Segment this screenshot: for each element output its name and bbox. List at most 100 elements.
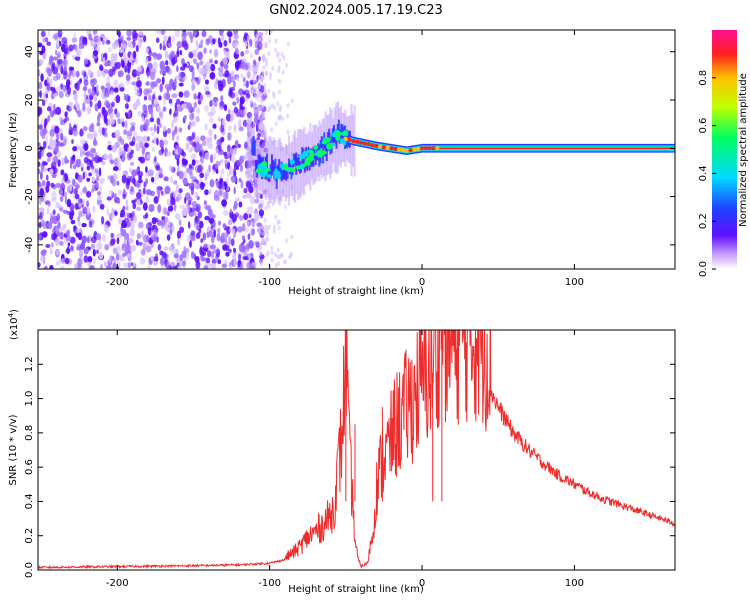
noise-speck	[176, 196, 179, 203]
noise-speck	[233, 123, 237, 133]
noise-speck	[52, 56, 58, 61]
noise-speck	[223, 40, 228, 47]
signal-core	[340, 123, 343, 138]
noise-speck	[195, 135, 200, 144]
noise-speck	[49, 141, 53, 148]
noise-speck	[128, 167, 133, 173]
noise-speck	[118, 39, 122, 48]
noise-speck	[158, 95, 162, 101]
signal-peak	[355, 139, 360, 144]
noise-speck	[159, 123, 163, 128]
y-tick-label: 0.2	[24, 528, 35, 544]
signal-blob	[326, 143, 333, 150]
noise-speck	[168, 36, 172, 42]
noise-speck	[77, 199, 81, 205]
noise-speck	[230, 175, 237, 183]
noise-speck	[89, 220, 93, 228]
noise-speck	[158, 109, 164, 115]
noise-speck	[113, 79, 119, 88]
noise-speck	[130, 238, 134, 244]
noise-speck	[83, 247, 89, 255]
signal-core	[294, 154, 296, 165]
noise-speck	[165, 261, 171, 269]
snr-line-group	[38, 330, 675, 570]
noise-speck	[72, 146, 78, 152]
noise-speck	[125, 180, 130, 190]
noise-speck	[248, 205, 254, 215]
noise-speck	[183, 115, 187, 120]
noise-speck	[274, 263, 278, 269]
signal-blob	[255, 168, 261, 174]
noise-speck	[77, 220, 81, 227]
noise-speck	[254, 208, 258, 215]
noise-speck	[38, 262, 41, 268]
noise-speck	[221, 199, 228, 207]
noise-speck	[148, 94, 152, 101]
noise-speck	[72, 164, 77, 170]
noise-speck	[252, 78, 256, 84]
noise-speck	[135, 98, 141, 107]
noise-speck	[96, 121, 101, 127]
noise-speck	[40, 30, 46, 38]
noise-speck	[70, 245, 74, 252]
noise-speck	[209, 179, 215, 188]
noise-speck	[149, 127, 154, 132]
noise-speck	[106, 196, 112, 201]
noise-speck	[232, 41, 239, 48]
noise-speck	[88, 172, 92, 177]
noise-speck	[179, 254, 184, 262]
noise-speck	[38, 42, 43, 48]
noise-speck	[83, 186, 87, 194]
signal-blob	[291, 168, 296, 173]
noise-speck	[174, 102, 178, 111]
noise-speck	[188, 121, 192, 129]
noise-speck	[277, 225, 281, 231]
y-tick-label: 1.0	[24, 391, 35, 407]
noise-speck	[105, 82, 111, 89]
noise-speck	[116, 245, 121, 255]
noise-speck	[150, 255, 154, 261]
noise-speck	[92, 248, 96, 257]
noise-speck	[95, 233, 101, 241]
noise-speck	[151, 131, 155, 137]
noise-speck	[194, 159, 200, 164]
noise-speck	[53, 109, 57, 115]
noise-speck	[68, 44, 74, 52]
noise-speck	[194, 191, 198, 198]
noise-speck	[92, 258, 97, 265]
noise-speck	[138, 40, 142, 49]
noise-speck	[64, 155, 68, 165]
noise-speck	[212, 38, 216, 45]
noise-speck	[188, 200, 192, 206]
noise-speck	[193, 49, 197, 58]
noise-speck	[181, 40, 188, 48]
noise-speck	[279, 145, 283, 151]
noise-speck	[224, 182, 228, 190]
noise-speck	[203, 200, 207, 206]
noise-speck	[274, 47, 278, 53]
noise-speck	[140, 248, 146, 256]
noise-speck	[80, 242, 86, 251]
noise-speck	[219, 30, 224, 37]
noise-speck	[200, 181, 204, 186]
noise-speck	[46, 152, 53, 158]
noise-speck	[284, 204, 287, 210]
noise-speck	[159, 43, 163, 50]
noise-speck	[176, 135, 180, 142]
signal-core	[280, 161, 283, 182]
signal-core	[295, 152, 298, 175]
noise-speck	[290, 151, 293, 157]
signal-blob	[267, 174, 272, 178]
noise-speck	[227, 132, 231, 141]
noise-speck	[129, 229, 135, 237]
noise-speck	[176, 40, 183, 48]
noise-speck	[144, 142, 150, 148]
snr-scale-label: (x104)	[7, 309, 20, 340]
noise-speck	[137, 241, 143, 246]
noise-speck	[205, 38, 210, 46]
noise-speck	[51, 190, 57, 200]
noise-speck	[149, 117, 155, 123]
noise-speck	[99, 178, 105, 184]
noise-speck	[83, 143, 89, 151]
noise-speck	[223, 49, 227, 56]
